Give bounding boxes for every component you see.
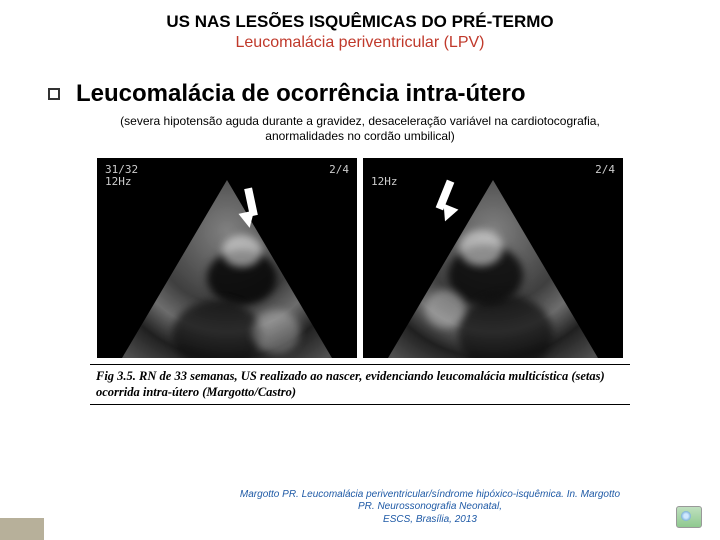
citation-line1: Margotto PR. Leucomalácia periventricula… [240, 489, 620, 500]
footer-strip [0, 518, 44, 540]
heading-text: Leucomalácia de ocorrência intra-útero [76, 80, 525, 108]
citation: Margotto PR. Leucomalácia periventricula… [200, 489, 660, 527]
ultrasound-panel-right: 12Hz 2/4 [363, 158, 623, 358]
heading-row: Leucomalácia de ocorrência intra-útero [48, 80, 700, 108]
ultrasound-panel-left: 31/32 12Hz 2/4 [97, 158, 357, 358]
slide: US NAS LESÕES ISQUÊMICAS DO PRÉ-TERMO Le… [0, 0, 720, 540]
bullet-icon [48, 88, 60, 100]
figure-caption: Fig 3.5. RN de 33 semanas, US realizado … [90, 364, 630, 405]
ultrasound-fan-right [363, 180, 623, 358]
subtext: (severa hipotensão aguda durante a gravi… [20, 114, 700, 144]
citation-line3: ESCS, Brasília, 2013 [383, 514, 477, 525]
us-label-top-left: 12Hz [371, 164, 398, 188]
us-label-top-right: 2/4 [595, 164, 615, 188]
title-line2: Leucomalácia periventricular (LPV) [20, 34, 700, 52]
us-label-top-left: 31/32 12Hz [105, 164, 138, 188]
logo-icon [676, 506, 702, 528]
ultrasound-images: 31/32 12Hz 2/4 12Hz 2/4 [90, 158, 630, 358]
title-line1: US NAS LESÕES ISQUÊMICAS DO PRÉ-TERMO [20, 12, 700, 32]
arrow-head-icon [239, 211, 258, 230]
figure: 31/32 12Hz 2/4 12Hz 2/4 Fig 3.5. RN de [90, 158, 630, 405]
citation-line2: PR. Neurossonografia Neonatal, [358, 501, 502, 512]
ultrasound-fan-left [97, 180, 357, 358]
us-label-top-right: 2/4 [329, 164, 349, 188]
